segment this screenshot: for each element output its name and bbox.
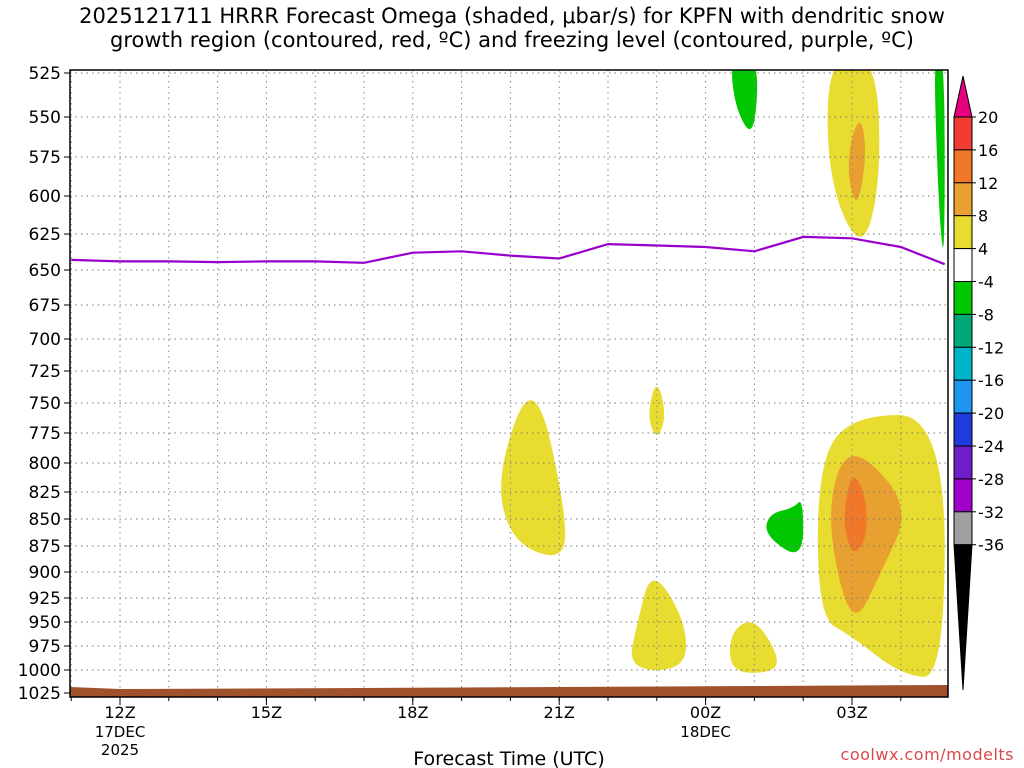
colorbar-label: -8 (978, 305, 994, 324)
colorbar-label: -24 (978, 437, 1004, 456)
x-tick-label: 15Z (251, 703, 282, 722)
colorbar-label: -20 (978, 404, 1004, 423)
x-tick-label: 03Z (836, 703, 867, 722)
y-tick-label: 550 (29, 108, 61, 128)
colorbar-segment (953, 478, 973, 513)
colorbar-segment (953, 215, 973, 250)
colorbar-segment (953, 248, 973, 283)
omega-region-10 (935, 70, 945, 248)
x-tick-sublabel: 18DEC (680, 723, 731, 741)
colorbar-segment (953, 116, 973, 151)
y-tick-label: 525 (29, 64, 61, 84)
colorbar-segment (953, 346, 973, 381)
colorbar-label: -16 (978, 371, 1004, 390)
colorbar-segment (953, 511, 973, 546)
y-tick-label: 775 (29, 424, 61, 444)
omega-region-9 (732, 70, 758, 130)
colorbar-label: 16 (978, 141, 998, 160)
y-tick-label: 700 (29, 330, 61, 350)
omega-region-8 (844, 477, 867, 551)
freezing-level-line (71, 235, 946, 266)
y-tick-label: 825 (29, 483, 61, 503)
y-tick-label: 875 (29, 537, 61, 557)
colorbar-segment (953, 313, 973, 348)
colorbar-segment (953, 149, 973, 184)
y-tick-label: 625 (29, 225, 61, 245)
y-tick-label: 975 (29, 637, 61, 657)
y-tick-label: 1000 (18, 661, 61, 681)
y-tick-label: 850 (29, 510, 61, 530)
omega-region-3 (649, 386, 665, 435)
colorbar-label: -36 (978, 536, 1004, 555)
y-tick-label: 600 (29, 187, 61, 207)
y-tick-label: 950 (29, 613, 61, 633)
colorbar-label: -28 (978, 470, 1004, 489)
y-tick-label: 675 (29, 296, 61, 316)
x-tick-label: 00Z (690, 703, 721, 722)
colorbar-label: 20 (978, 108, 998, 127)
y-tick-label: 725 (29, 362, 61, 382)
colorbar-top-arrow (953, 75, 973, 118)
colorbar-segment (953, 445, 973, 480)
omega-region-5 (730, 622, 777, 673)
title-line-1: 2025121711 HRRR Forecast Omega (shaded, … (79, 4, 945, 28)
colorbar-label: -4 (978, 273, 994, 292)
omega-region-4 (631, 580, 687, 670)
y-tick-label: 925 (29, 589, 61, 609)
x-tick-label: 12Z (104, 703, 135, 722)
y-tick-label: 1025 (18, 684, 61, 704)
colorbar-bottom-arrow (953, 544, 973, 691)
y-tick-label: 900 (29, 563, 61, 583)
y-tick-label: 650 (29, 261, 61, 281)
x-tick-label: 21Z (544, 703, 575, 722)
plot-area (70, 70, 948, 697)
plot-frame (69, 69, 949, 698)
x-tick-sublabel: 2025 (101, 741, 139, 759)
x-tick-label: 18Z (397, 703, 428, 722)
omega-region-2 (501, 400, 566, 556)
y-tick-label: 575 (29, 148, 61, 168)
y-tick-label: 800 (29, 454, 61, 474)
colorbar-segment (953, 412, 973, 447)
y-tick-label: 750 (29, 394, 61, 414)
credit-text: coolwx.com/modelts (840, 745, 1014, 764)
title-line-2: growth region (contoured, red, ºC) and f… (110, 28, 914, 52)
terrain-strip (70, 685, 948, 697)
colorbar-segment (953, 379, 973, 414)
colorbar-label: 12 (978, 174, 998, 193)
x-axis-title: Forecast Time (UTC) (413, 748, 604, 768)
colorbar-label: -32 (978, 503, 1004, 522)
colorbar-label: 8 (978, 207, 988, 226)
colorbar-segment (953, 182, 973, 217)
omega-region-1 (848, 122, 865, 200)
chart-title: 2025121711 HRRR Forecast Omega (shaded, … (0, 4, 1024, 52)
colorbar-segment (953, 281, 973, 315)
colorbar-label: -12 (978, 338, 1004, 357)
colorbar-label: 4 (978, 240, 988, 259)
x-tick-sublabel: 17DEC (95, 723, 146, 741)
omega-region-11 (766, 502, 804, 553)
